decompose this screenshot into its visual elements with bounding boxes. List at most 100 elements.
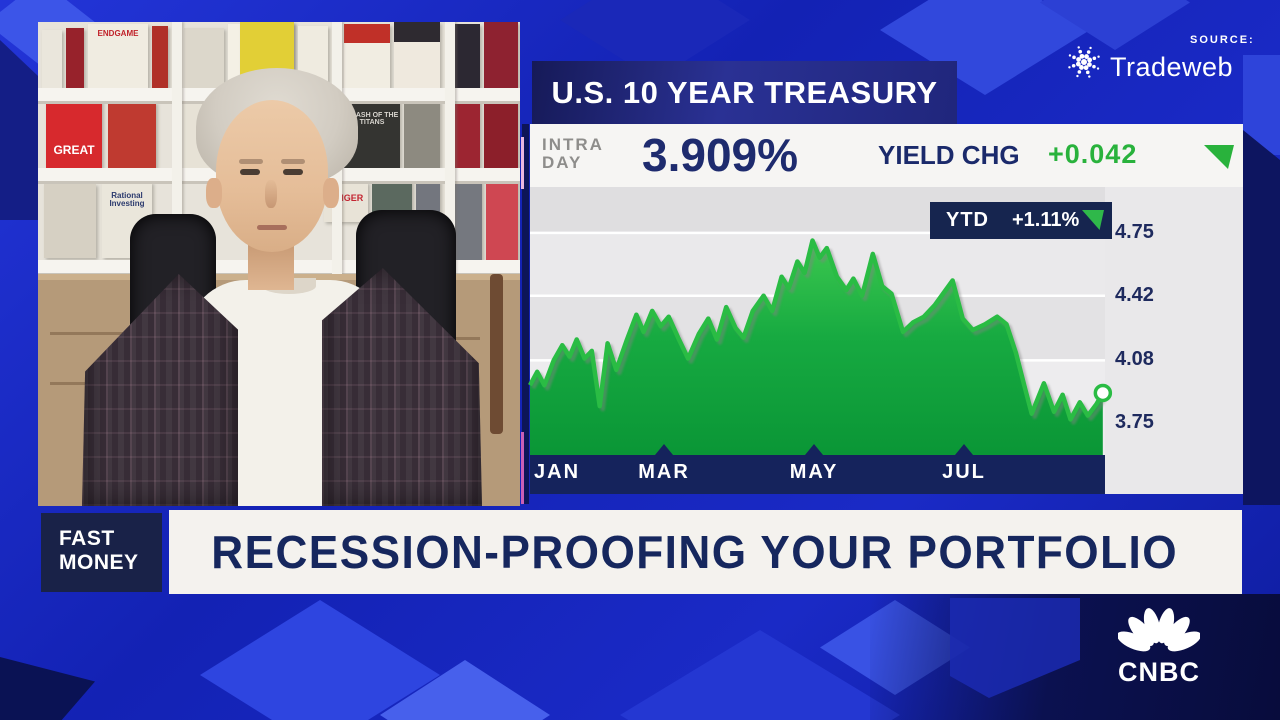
show-name-line1: FAST [59,527,115,550]
peacock-feather [1143,608,1161,644]
ytd-badge: YTD +1.11% [930,202,1112,239]
book [344,24,390,88]
source-label: SOURCE: [1190,34,1255,46]
change-direction-icon [1204,145,1234,169]
book-cover-art [394,22,440,42]
guest-nose [265,180,277,208]
starburst-dot [1088,75,1091,78]
starburst-dot [1089,46,1092,50]
network-wordmark: CNBC [1118,657,1200,687]
starburst-dot [1077,70,1082,74]
chart-title-banner: U.S. 10 YEAR TREASURY [532,61,957,124]
book [66,28,84,88]
starburst-dot [1097,55,1100,58]
starburst-dot [1072,55,1076,60]
starburst-dot [1076,74,1079,78]
bg-cube-facet [0,657,95,720]
ytd-label: YTD [946,209,989,231]
show-bug: FAST MONEY [41,513,162,592]
yield-change-value: +0.042 [1048,139,1138,169]
guest-eye [240,169,260,175]
starburst-dot [1075,61,1081,67]
y-tick-label: 4.08 [1115,348,1154,371]
period-label: INTRA DAY [542,135,604,173]
book [486,178,518,262]
starburst-dot [1071,63,1076,68]
starburst-dot [1085,70,1090,75]
x-tick-label: MAY [789,461,839,483]
starburst-dot [1086,50,1091,54]
book [152,26,168,88]
x-tick-notch [655,444,673,455]
book [44,184,96,258]
tradeweb-starburst-icon [1068,46,1100,78]
starburst-dot [1092,56,1097,61]
guest-brow [239,159,263,164]
y-tick-label: 3.75 [1115,411,1154,434]
bg-cube-facet [1243,130,1280,505]
guest-ear [323,178,339,208]
guest-blazer-right [322,268,482,506]
starburst-dot [1079,65,1084,70]
ytd-direction-icon [1082,210,1104,230]
x-tick-label: JUL [942,461,986,483]
book [42,30,62,88]
peacock-icon [1116,608,1202,652]
book-endgame: ENDGAME [88,24,148,88]
show-name-line2: MONEY [59,551,139,575]
book [108,102,156,168]
book-title: ENDGAME [97,29,139,38]
starburst-dot [1096,67,1100,70]
book [450,98,480,168]
yield-line [528,238,1105,422]
book-title: CRASH OF THE TITANS [345,112,399,127]
last-value-marker [1093,383,1113,403]
book-great: GREAT [46,100,102,168]
y-tick-label: 4.75 [1115,220,1154,243]
book [394,22,440,88]
x-tick-label: JAN [534,461,581,483]
network-logo: CNBC [1104,602,1214,687]
book-title: Rational Investing [109,191,145,209]
starburst-dot [1068,66,1071,69]
period-line2: DAY [542,153,583,173]
quote-strip: INTRA DAY 3.909% YIELD CHG +0.042 [530,124,1243,187]
starburst-dot [1079,53,1085,59]
starburst-dot [1092,64,1096,69]
book-title: SINGER [328,193,364,203]
peacock-feather [1116,631,1151,652]
source-attribution: SOURCE: Tradeweb [1060,30,1260,90]
starburst-dot [1084,54,1089,59]
guest-video-feed: ENDGAME GREAT CRASH OF THE TITANS Rational … [38,22,520,506]
headline-banner: RECESSION-PROOFING YOUR PORTFOLIO [169,510,1242,594]
period-line1: INTRA [542,135,604,154]
guest-eye [283,169,303,175]
bg-cube-facet [0,40,38,220]
starburst-dot [1087,62,1092,67]
starburst-dot [1083,65,1089,71]
shelf-divider [445,22,455,274]
x-tick-notch [955,444,973,455]
chart-title: U.S. 10 YEAR TREASURY [551,74,938,110]
video-edge-artifact [521,432,524,504]
starburst-dot [1078,49,1083,54]
y-tick-label: 4.42 [1115,283,1154,306]
book [184,28,224,88]
book [404,100,440,168]
guest-mouth [257,225,287,230]
chart-zone: JAN MAR MAY JUL 4.75 4.42 4.08 3.75 YTD +1.11% [528,187,1243,494]
headline-text: RECESSION-PROOFING YOUR PORTFOLIO [211,526,1179,578]
peacock-feather [1128,616,1154,646]
x-axis-band: JAN MAR MAY JUL [530,444,1105,494]
guest-ear [206,178,222,208]
book [484,22,518,88]
starburst-dot [1068,54,1072,57]
starburst-dot [1081,59,1087,65]
starburst-dot [1087,57,1093,63]
last-yield-value: 3.909% [642,129,799,181]
book [484,100,518,168]
yield-change-label: YIELD CHG [878,140,1020,170]
video-edge-artifact [521,137,524,189]
ytd-value: +1.11% [1012,209,1080,231]
